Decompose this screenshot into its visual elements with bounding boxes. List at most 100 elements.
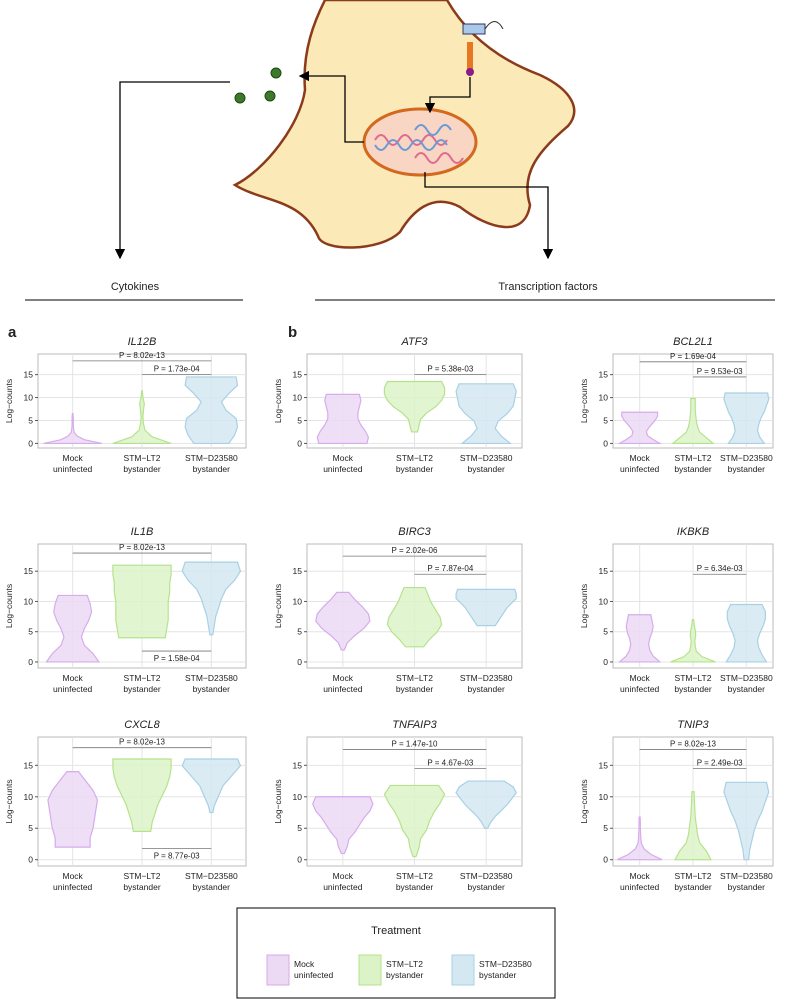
y-tick-label: 5 <box>297 627 302 637</box>
y-tick-label: 15 <box>293 370 303 380</box>
y-tick-label: 0 <box>28 438 33 448</box>
chart-title: IL12B <box>128 336 157 348</box>
p-value: P = 8.02e-13 <box>119 351 165 360</box>
violin <box>723 781 770 861</box>
x-tick-label: bystander <box>123 684 160 694</box>
violin <box>184 376 239 445</box>
y-axis-label: Log−counts <box>4 779 14 823</box>
x-tick-label: bystander <box>193 882 230 892</box>
violin <box>670 619 716 663</box>
violin <box>383 784 446 858</box>
x-tick-label: Mock <box>630 871 651 881</box>
y-tick-label: 0 <box>603 657 608 667</box>
p-value: P = 1.73e-04 <box>154 365 200 374</box>
p-value: P = 1.58e-04 <box>154 654 200 663</box>
panel-label: b <box>288 324 297 341</box>
x-tick-label: STM−D23580 <box>720 673 773 683</box>
x-tick-label: STM−LT2 <box>124 673 161 683</box>
violin <box>617 816 663 861</box>
chart-title: IKBKB <box>677 526 709 538</box>
p-value: P = 2.02e-06 <box>392 546 438 555</box>
x-tick-label: uninfected <box>620 882 659 892</box>
x-tick-label: STM−D23580 <box>720 453 773 463</box>
x-tick-label: bystander <box>674 882 711 892</box>
x-tick-label: STM−D23580 <box>460 453 513 463</box>
legend-label: Mock <box>294 959 315 969</box>
x-tick-label: uninfected <box>323 882 362 892</box>
violin <box>674 791 712 861</box>
violin <box>112 758 172 832</box>
violin <box>181 561 242 636</box>
y-tick-label: 0 <box>28 855 33 865</box>
y-tick-label: 5 <box>297 415 302 425</box>
x-tick-label: STM−LT2 <box>396 871 433 881</box>
x-tick-label: bystander <box>728 464 765 474</box>
x-tick-label: STM−LT2 <box>396 673 433 683</box>
x-tick-label: Mock <box>333 453 354 463</box>
y-tick-label: 0 <box>28 657 33 667</box>
p-value: P = 9.53e-03 <box>697 367 743 376</box>
y-tick-label: 10 <box>24 393 34 403</box>
chart-title: ATF3 <box>400 336 428 348</box>
violin <box>383 380 446 433</box>
x-tick-label: Mock <box>63 871 84 881</box>
p-value: P = 1.69e-04 <box>670 352 716 361</box>
y-axis-label: Log−counts <box>4 379 14 423</box>
legend-swatch <box>266 954 290 986</box>
violin <box>671 397 715 445</box>
violin <box>47 771 99 848</box>
p-value: P = 7.87e-04 <box>427 564 473 573</box>
y-tick-label: 10 <box>293 596 303 606</box>
violin <box>181 758 242 814</box>
y-axis-label: Log−counts <box>273 584 283 628</box>
y-tick-label: 15 <box>24 760 34 770</box>
x-tick-label: STM−D23580 <box>720 871 773 881</box>
x-tick-label: bystander <box>396 464 433 474</box>
x-tick-label: bystander <box>467 684 504 694</box>
y-tick-label: 5 <box>603 823 608 833</box>
violin <box>725 603 768 663</box>
x-tick-label: STM−LT2 <box>675 871 712 881</box>
violin <box>112 564 172 639</box>
legend-label: bystander <box>479 970 516 980</box>
violin <box>617 614 662 663</box>
y-tick-label: 5 <box>28 627 33 637</box>
p-value: P = 8.02e-13 <box>119 543 165 552</box>
x-tick-label: Mock <box>630 453 651 463</box>
x-tick-label: bystander <box>674 684 711 694</box>
diagram-label: Transcription factors <box>498 281 598 293</box>
x-tick-label: uninfected <box>323 464 362 474</box>
y-tick-label: 15 <box>599 760 609 770</box>
x-tick-label: uninfected <box>53 464 92 474</box>
x-tick-label: bystander <box>674 464 711 474</box>
violin <box>45 594 101 663</box>
x-tick-label: STM−LT2 <box>124 453 161 463</box>
cell-diagram <box>25 0 775 301</box>
x-tick-label: STM−D23580 <box>460 673 513 683</box>
y-tick-label: 0 <box>297 855 302 865</box>
violin <box>455 383 517 445</box>
x-tick-label: uninfected <box>323 684 362 694</box>
chart-title: BIRC3 <box>398 526 431 538</box>
diagram-label: Cytokines <box>111 281 160 293</box>
violin <box>386 586 443 648</box>
p-value: P = 8.02e-13 <box>119 738 165 747</box>
chart-title: CXCL8 <box>124 719 160 731</box>
x-tick-label: Mock <box>63 453 84 463</box>
y-tick-label: 10 <box>293 393 303 403</box>
y-tick-label: 5 <box>603 627 608 637</box>
y-axis-label: Log−counts <box>273 779 283 823</box>
p-value: P = 8.02e-13 <box>670 740 716 749</box>
x-tick-label: STM−D23580 <box>460 871 513 881</box>
panel-label: a <box>8 324 17 341</box>
y-tick-label: 0 <box>297 657 302 667</box>
violin <box>455 588 517 627</box>
y-tick-label: 15 <box>599 566 609 576</box>
y-tick-label: 0 <box>603 855 608 865</box>
x-tick-label: STM−LT2 <box>675 673 712 683</box>
violin <box>617 411 663 445</box>
x-tick-label: uninfected <box>620 684 659 694</box>
x-tick-label: STM−LT2 <box>396 453 433 463</box>
legend-label: uninfected <box>294 970 333 980</box>
